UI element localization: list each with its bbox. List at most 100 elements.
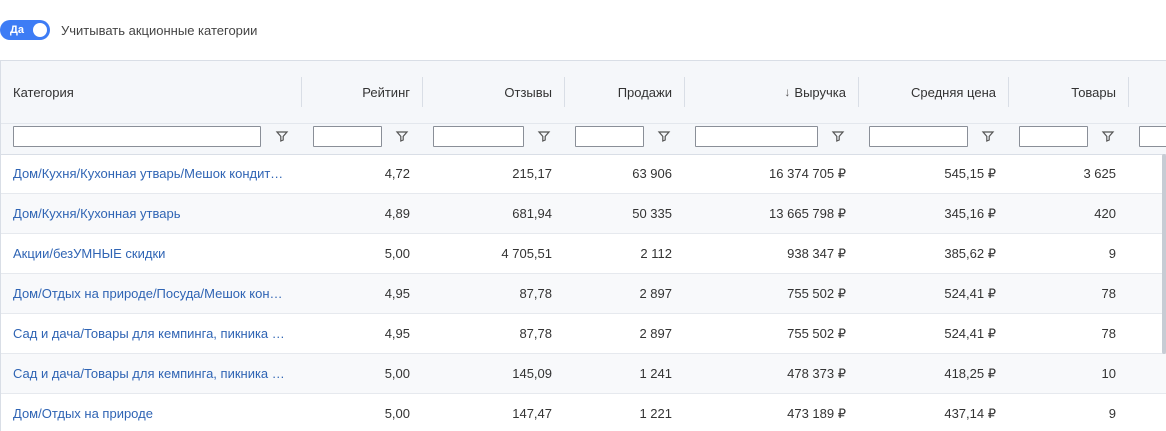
filter-icon[interactable]: [275, 129, 289, 143]
filter-input-avg-price[interactable]: [869, 126, 968, 147]
category-link[interactable]: Дом/Отдых на природе: [13, 406, 153, 421]
column-header-revenue[interactable]: ↓ Выручка: [685, 61, 858, 123]
arrow-down-icon: ↓: [784, 85, 791, 99]
promo-categories-label: Учитывать акционные категории: [61, 22, 258, 38]
filter-input-reviews[interactable]: [433, 126, 524, 147]
filter-input-extra[interactable]: [1139, 126, 1166, 147]
filter-input-rating[interactable]: [313, 126, 382, 147]
column-header-label: Рейтинг: [362, 84, 410, 100]
items-cell: 10: [1101, 366, 1116, 381]
category-link[interactable]: Акции/безУМНЫЕ скидки: [13, 246, 166, 261]
sales-cell: 1 221: [639, 406, 672, 421]
rating-cell: 4,89: [384, 206, 410, 221]
filter-icon[interactable]: [395, 129, 409, 143]
categories-table: Категория Рейтинг Отзывы Продажи ↓ Выруч…: [0, 60, 1166, 431]
column-header-category[interactable]: Категория: [1, 61, 301, 123]
table-row[interactable]: Акции/безУМНЫЕ скидки 5,00 4 705,51 2 11…: [1, 234, 1166, 274]
avg-price-cell: 418,25 ₽: [944, 366, 996, 381]
column-header-label: Выручка: [794, 84, 846, 100]
revenue-cell: 13 665 798 ₽: [769, 206, 846, 221]
filter-input-category[interactable]: [13, 126, 261, 147]
avg-price-cell: 524,41 ₽: [944, 326, 996, 341]
category-link[interactable]: Дом/Кухня/Кухонная утварь: [13, 206, 181, 221]
reviews-cell: 145,09: [512, 366, 552, 381]
rating-cell: 4,95: [384, 326, 410, 341]
filter-icon[interactable]: [657, 129, 671, 143]
rating-cell: 4,72: [384, 166, 410, 181]
rating-cell: 4,95: [384, 286, 410, 301]
reviews-cell: 215,17: [512, 166, 552, 181]
table-row[interactable]: Дом/Отдых на природе 5,00 147,47 1 221 4…: [1, 394, 1166, 431]
filter-input-items[interactable]: [1019, 126, 1088, 147]
column-divider[interactable]: [564, 77, 565, 107]
category-link[interactable]: Дом/Кухня/Кухонная утварь/Мешок кондитер…: [13, 166, 289, 181]
toggle-label: Да: [10, 24, 24, 36]
items-cell: 78: [1101, 326, 1116, 341]
table-row[interactable]: Сад и дача/Товары для кемпинга, пикника …: [1, 354, 1166, 394]
toggle-knob: [33, 23, 47, 37]
items-cell: 420: [1094, 206, 1116, 221]
column-header-label: Товары: [1071, 84, 1116, 100]
revenue-cell: 16 374 705 ₽: [769, 166, 846, 181]
revenue-cell: 473 189 ₽: [787, 406, 846, 421]
column-divider[interactable]: [1008, 77, 1009, 107]
revenue-cell: 755 502 ₽: [787, 286, 846, 301]
promo-toggle-row: Да Учитывать акционные категории: [0, 20, 257, 40]
filter-input-revenue[interactable]: [695, 126, 818, 147]
column-divider[interactable]: [1128, 77, 1129, 107]
filter-icon[interactable]: [537, 129, 551, 143]
items-cell: 9: [1108, 406, 1116, 421]
column-header-label: Категория: [13, 84, 74, 100]
column-header-items[interactable]: Товары: [1009, 61, 1128, 123]
column-divider[interactable]: [858, 77, 859, 107]
table-row[interactable]: Дом/Отдых на природе/Посуда/Мешок кондит…: [1, 274, 1166, 314]
items-cell: 78: [1101, 286, 1116, 301]
rating-cell: 5,00: [384, 366, 410, 381]
category-link[interactable]: Сад и дача/Товары для кемпинга, пикника …: [13, 326, 289, 341]
revenue-cell: 478 373 ₽: [787, 366, 846, 381]
column-header-rating[interactable]: Рейтинг: [302, 61, 422, 123]
sales-cell: 2 112: [640, 246, 672, 261]
sales-cell: 2 897: [639, 286, 672, 301]
reviews-cell: 681,94: [512, 206, 552, 221]
sales-cell: 1 241: [639, 366, 672, 381]
filter-input-sales[interactable]: [575, 126, 644, 147]
revenue-cell: 755 502 ₽: [787, 326, 846, 341]
table-row[interactable]: Дом/Кухня/Кухонная утварь/Мешок кондитер…: [1, 154, 1166, 194]
promo-categories-toggle[interactable]: Да: [0, 20, 50, 40]
column-divider[interactable]: [301, 77, 302, 107]
table-row[interactable]: Дом/Кухня/Кухонная утварь 4,89 681,94 50…: [1, 194, 1166, 234]
table-header: Категория Рейтинг Отзывы Продажи ↓ Выруч…: [1, 61, 1166, 123]
column-header-avg-price[interactable]: Средняя цена: [859, 61, 1008, 123]
avg-price-cell: 385,62 ₽: [944, 246, 996, 261]
filter-icon[interactable]: [981, 129, 995, 143]
revenue-cell: 938 347 ₽: [787, 246, 846, 261]
column-header-sales[interactable]: Продажи: [565, 61, 684, 123]
column-divider[interactable]: [422, 77, 423, 107]
sales-cell: 63 906: [632, 166, 672, 181]
rating-cell: 5,00: [384, 406, 410, 421]
filter-icon[interactable]: [1101, 129, 1115, 143]
vertical-scrollbar[interactable]: [1162, 154, 1166, 354]
avg-price-cell: 437,14 ₽: [944, 406, 996, 421]
rating-cell: 5,00: [384, 246, 410, 261]
reviews-cell: 87,78: [519, 326, 552, 341]
avg-price-cell: 545,15 ₽: [944, 166, 996, 181]
column-header-reviews[interactable]: Отзывы: [423, 61, 564, 123]
column-header-label: Продажи: [617, 84, 672, 100]
reviews-cell: 4 705,51: [501, 246, 552, 261]
avg-price-cell: 524,41 ₽: [944, 286, 996, 301]
column-divider[interactable]: [684, 77, 685, 107]
sales-cell: 2 897: [639, 326, 672, 341]
filter-icon[interactable]: [831, 129, 845, 143]
category-link[interactable]: Сад и дача/Товары для кемпинга, пикника …: [13, 366, 289, 381]
sales-cell: 50 335: [632, 206, 672, 221]
column-header-label: Отзывы: [504, 84, 552, 100]
items-cell: 9: [1108, 246, 1116, 261]
items-cell: 3 625: [1083, 166, 1116, 181]
avg-price-cell: 345,16 ₽: [944, 206, 996, 221]
category-link[interactable]: Дом/Отдых на природе/Посуда/Мешок кондит…: [13, 286, 289, 301]
reviews-cell: 147,47: [512, 406, 552, 421]
column-header-label: Средняя цена: [911, 84, 996, 100]
table-row[interactable]: Сад и дача/Товары для кемпинга, пикника …: [1, 314, 1166, 354]
